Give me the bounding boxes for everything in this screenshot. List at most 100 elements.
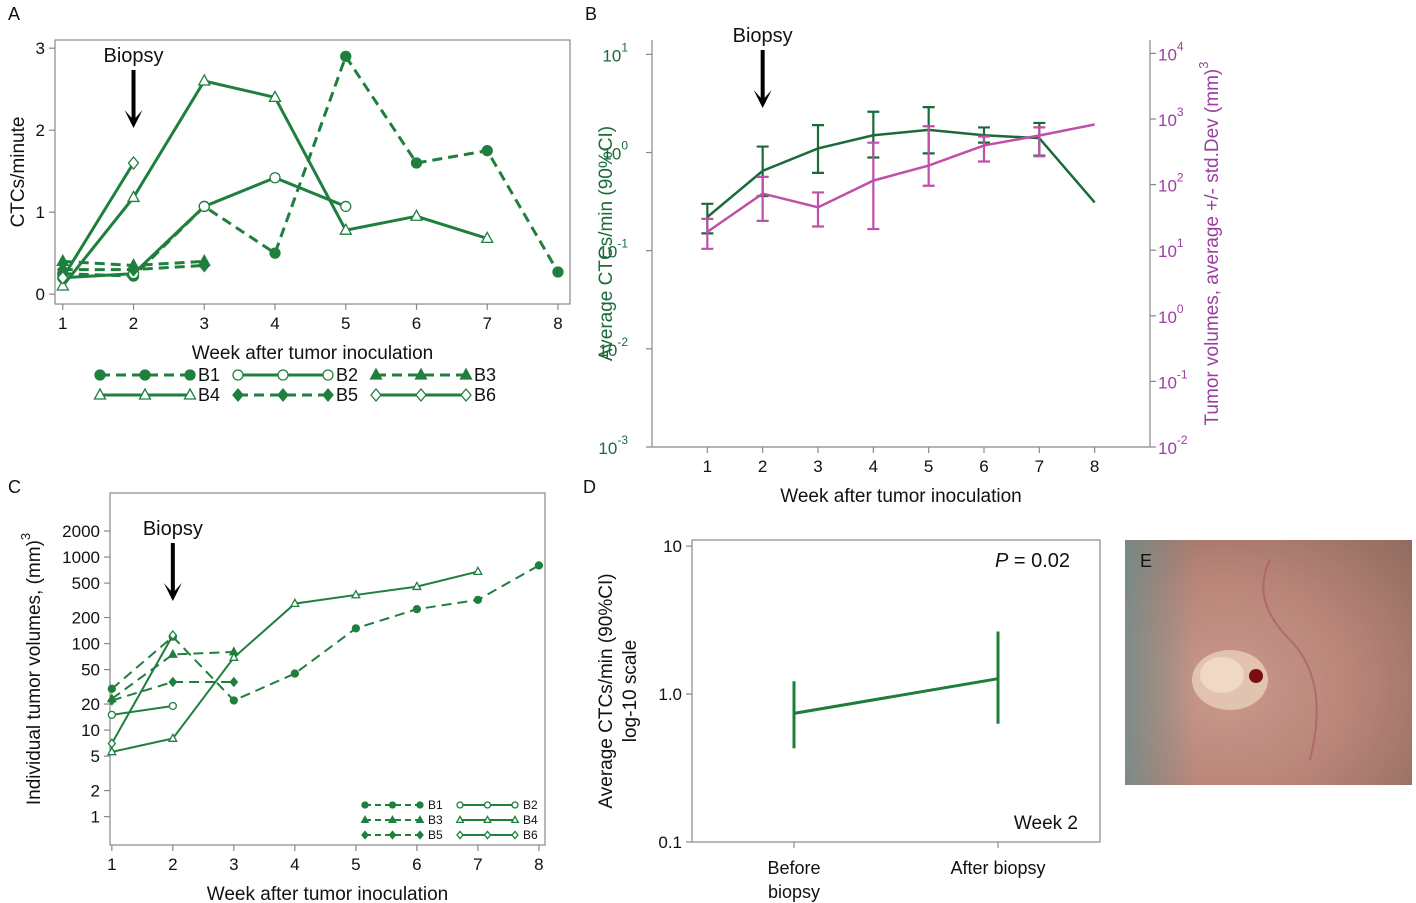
marker: [106, 746, 117, 756]
label-superscript: 3: [18, 533, 33, 540]
y-tick-label: 10: [663, 537, 682, 556]
y-tick-label: 0: [36, 285, 45, 304]
marker: [455, 815, 465, 824]
y-tick-label: 50: [81, 661, 100, 680]
marker: [340, 50, 352, 63]
marker: [184, 369, 196, 381]
marker: [351, 624, 361, 633]
marker: [361, 801, 369, 809]
series-line: [61, 162, 135, 279]
tick-exponent: 0: [621, 139, 628, 153]
y-tick-label: 1: [36, 203, 45, 222]
panel-label: C: [8, 477, 21, 497]
label-text: Tumor volumes, average +/- std.Dev (mm): [1202, 69, 1223, 426]
tick-exponent: 4: [1177, 39, 1184, 53]
marker: [416, 801, 424, 809]
series-line: [111, 650, 234, 700]
series-line: [110, 634, 174, 744]
tick-exponent: -1: [1177, 367, 1188, 381]
marker: [107, 684, 116, 693]
x-tick-label: 5: [341, 314, 350, 333]
legend-label: B1: [428, 798, 443, 812]
marker: [412, 605, 422, 614]
tick-exponent: 1: [621, 40, 628, 54]
series-line: [111, 680, 234, 702]
x-tick-label: 2: [129, 314, 138, 333]
marker: [552, 266, 564, 278]
y-tick-label: 101: [602, 40, 628, 65]
tick-base: 10: [1158, 111, 1177, 130]
y-tick-label: 5: [91, 747, 100, 766]
p-text: = 0.02: [1008, 550, 1070, 572]
marker: [472, 566, 483, 576]
tick-base: 10: [1158, 242, 1177, 261]
y-tick-label: 200: [72, 609, 100, 628]
y-tick-label: 0.1: [658, 833, 682, 852]
tick-base: 10: [602, 46, 621, 65]
marker: [388, 830, 397, 840]
marker: [127, 155, 140, 170]
marker: [459, 367, 473, 380]
x-tick-label: Before biopsy: [767, 858, 821, 902]
y-tick-label: 100: [602, 139, 628, 164]
marker: [388, 801, 397, 809]
tick-base: 10: [1158, 308, 1177, 327]
label-text: Individual tumor volumes, (mm): [24, 540, 45, 805]
marker: [268, 90, 282, 103]
tick-base: 10: [598, 341, 617, 360]
marker: [483, 815, 492, 824]
marker: [56, 270, 69, 285]
marker: [480, 231, 494, 244]
tick-exponent: 1: [1177, 236, 1184, 250]
marker: [322, 387, 334, 403]
error-bar: [867, 141, 880, 231]
legend-label: B2: [336, 365, 358, 385]
x-tick-label: 6: [979, 457, 988, 476]
p-symbol: P: [995, 550, 1009, 572]
y-tick-label: 100: [1158, 302, 1184, 327]
marker: [483, 801, 492, 809]
y-tick-label: 2: [36, 121, 45, 140]
marker: [388, 815, 397, 824]
y-axis-label: Individual tumor volumes, (mm)3: [18, 533, 45, 805]
marker: [370, 387, 382, 403]
plot-frame: [54, 39, 571, 305]
series-line: [111, 704, 173, 716]
marker: [93, 387, 107, 400]
marker: [168, 701, 177, 711]
y-tick-label: 1: [91, 808, 100, 827]
marker: [168, 629, 178, 641]
marker: [138, 387, 152, 400]
legend-label: B4: [198, 385, 220, 405]
y-tick-label: 10-1: [1158, 367, 1188, 392]
arrow-head: [753, 90, 772, 108]
tick-base: 10: [1158, 373, 1177, 392]
x-tick-label: 7: [1035, 457, 1044, 476]
error-bar: [978, 135, 990, 163]
marker: [510, 815, 520, 824]
label-text: CTCs/minute: [8, 117, 29, 228]
tick-exponent: -2: [617, 335, 628, 349]
legend-label: B3: [428, 813, 443, 827]
y-tick-label: 10-1: [598, 237, 628, 262]
x-tick-label: 1: [703, 457, 712, 476]
marker: [107, 738, 117, 749]
x-tick-label: 7: [473, 855, 482, 874]
marker: [361, 830, 369, 840]
legend-label: B3: [474, 365, 496, 385]
tick-base: 10: [598, 243, 617, 262]
y-tick-label: 2: [91, 782, 100, 801]
y-tick-label: 100: [72, 635, 100, 654]
x-tick-label: 3: [200, 314, 209, 333]
tick-base: 10: [1158, 45, 1177, 64]
marker: [139, 369, 151, 381]
marker: [322, 369, 334, 381]
x-tick-label: 2: [168, 855, 177, 874]
marker: [107, 710, 116, 720]
legend-label: B5: [428, 828, 443, 842]
marker: [277, 369, 289, 381]
x-tick-label: 8: [1090, 457, 1099, 476]
legend-label: B5: [336, 385, 358, 405]
